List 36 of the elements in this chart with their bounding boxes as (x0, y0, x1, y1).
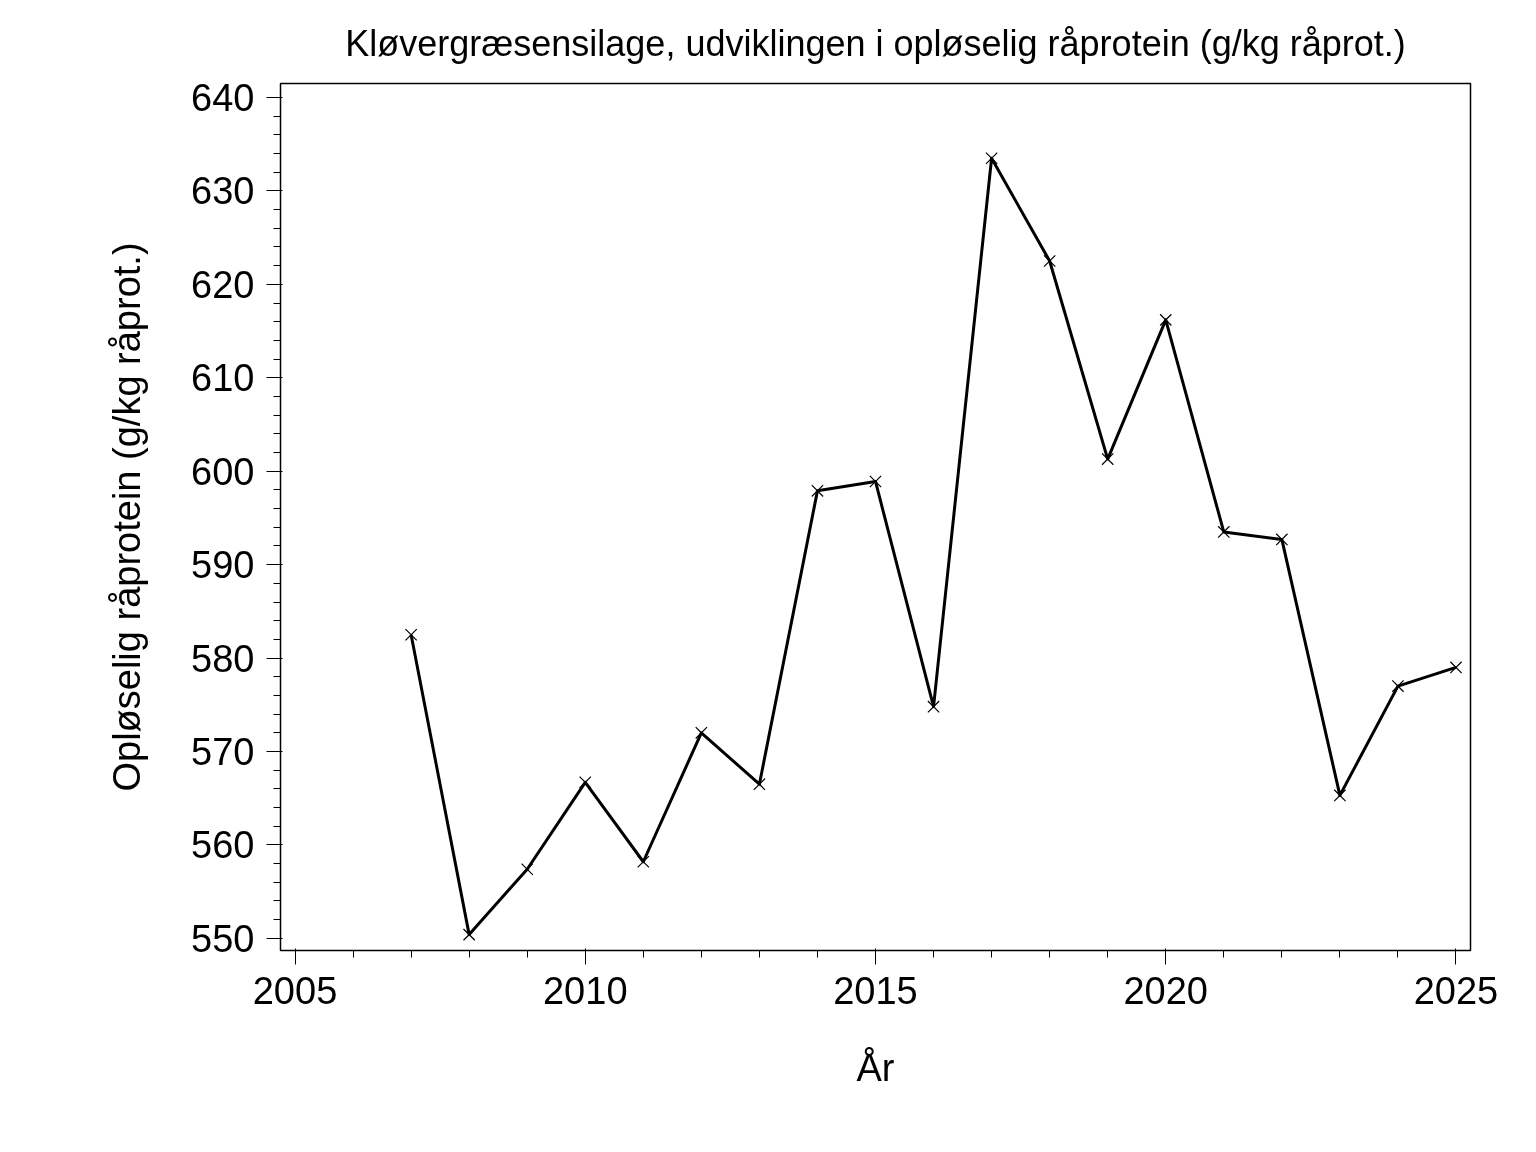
y-axis-title: Opløselig råprotein (g/kg råprot.) (106, 242, 149, 792)
point (404, 628, 418, 641)
x-tick-label: 2020 (1123, 969, 1209, 1012)
y-tick-label: 600 (191, 450, 255, 493)
point (1449, 661, 1463, 674)
y-tick-label: 580 (191, 637, 255, 680)
point (1217, 525, 1231, 539)
x-tick-label: 2005 (252, 969, 338, 1012)
y-tick-label: 620 (191, 263, 255, 306)
point (1333, 789, 1347, 802)
point (1101, 452, 1114, 466)
point (1391, 679, 1405, 693)
x-tick-label: 2025 (1413, 969, 1499, 1012)
x-axis-title: År (856, 1045, 895, 1089)
point (811, 484, 824, 498)
y-tick-label: 610 (191, 357, 255, 400)
y-tick-label: 550 (191, 917, 255, 960)
point (753, 777, 766, 791)
y-tick-label: 630 (191, 170, 255, 213)
y-tick-label: 590 (191, 544, 255, 587)
point (695, 726, 708, 740)
point (927, 700, 940, 713)
y-tick-label: 560 (191, 824, 255, 867)
y-tick-label: 570 (191, 731, 255, 773)
point (637, 855, 650, 868)
point (985, 151, 998, 165)
point (1159, 313, 1172, 327)
y-tick-label: 640 (191, 77, 255, 120)
chart-title: Kløvergræsensilage, udviklingen i opløselig råprotein (g/kg råprot.) (345, 22, 1406, 64)
x-tick-label: 2015 (833, 969, 918, 1012)
point (1275, 533, 1289, 546)
point (1043, 254, 1056, 268)
point (462, 928, 476, 941)
x-tick-label: 2010 (542, 969, 628, 1012)
point (579, 776, 592, 789)
point (869, 475, 882, 488)
